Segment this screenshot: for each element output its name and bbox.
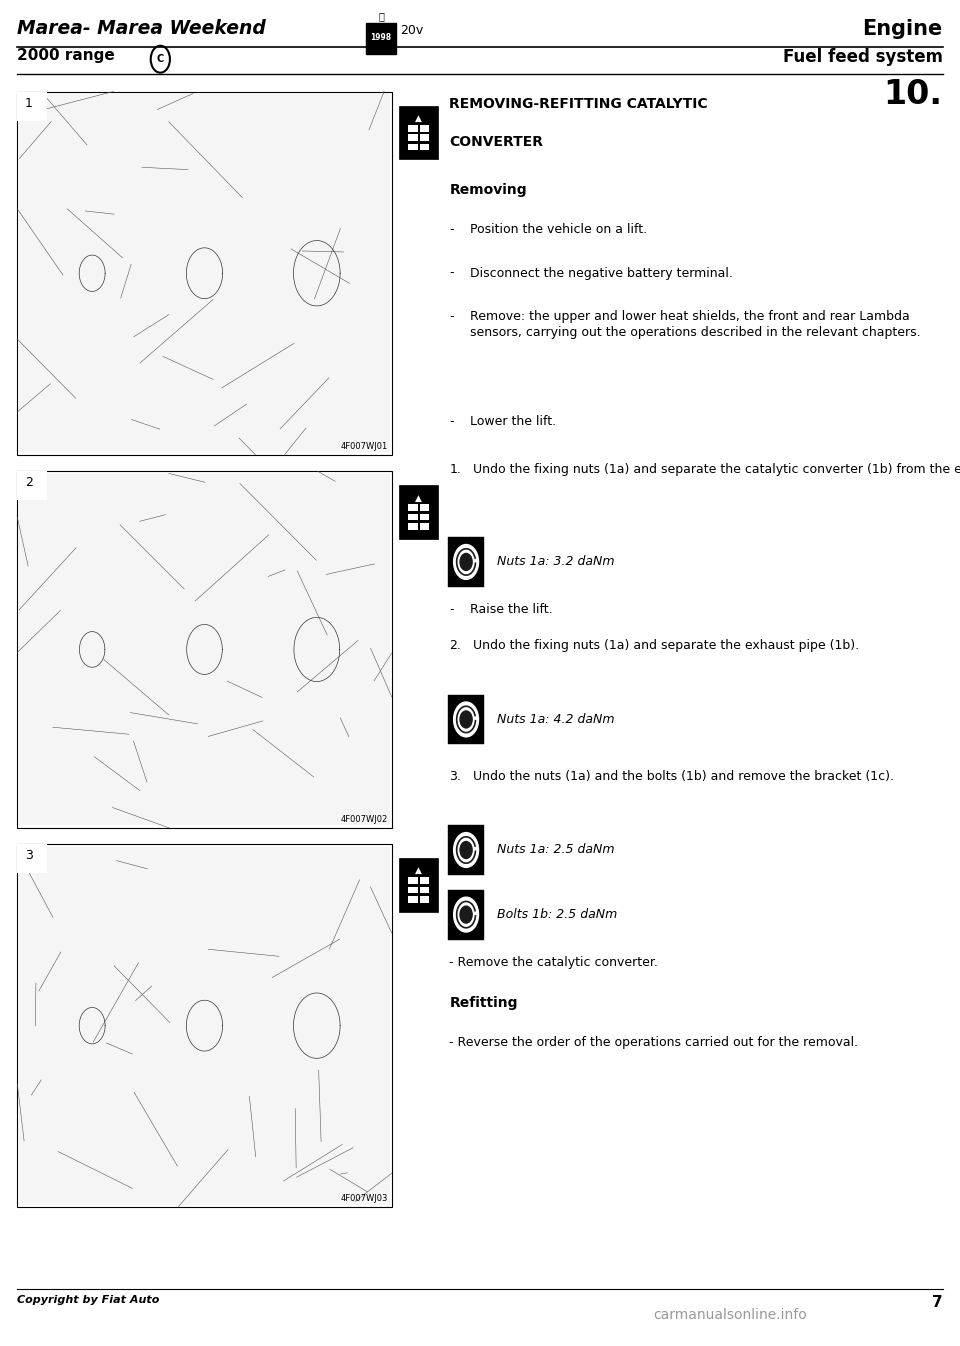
Text: 2.: 2.	[449, 639, 461, 653]
FancyBboxPatch shape	[420, 878, 429, 884]
FancyBboxPatch shape	[420, 144, 429, 151]
Text: 10.: 10.	[884, 78, 943, 112]
Text: Nuts 1a: 4.2 daNm: Nuts 1a: 4.2 daNm	[497, 713, 614, 725]
FancyBboxPatch shape	[448, 695, 484, 744]
FancyBboxPatch shape	[408, 878, 418, 884]
Text: Engine: Engine	[862, 19, 943, 39]
FancyBboxPatch shape	[408, 524, 418, 530]
Circle shape	[460, 906, 472, 923]
Circle shape	[454, 898, 478, 931]
Text: -: -	[449, 310, 454, 323]
Text: REMOVING-REFITTING CATALYTIC: REMOVING-REFITTING CATALYTIC	[449, 97, 708, 110]
FancyBboxPatch shape	[420, 135, 429, 141]
FancyBboxPatch shape	[420, 896, 429, 903]
Text: Position the vehicle on a lift.: Position the vehicle on a lift.	[470, 223, 648, 237]
Text: Raise the lift.: Raise the lift.	[470, 603, 553, 616]
Text: Lower the lift.: Lower the lift.	[470, 415, 557, 428]
Text: Nuts 1a: 3.2 daNm: Nuts 1a: 3.2 daNm	[497, 556, 614, 568]
FancyBboxPatch shape	[408, 505, 418, 511]
FancyBboxPatch shape	[448, 825, 484, 875]
FancyBboxPatch shape	[19, 94, 390, 452]
FancyBboxPatch shape	[420, 514, 429, 521]
Text: Remove: the upper and lower heat shields, the front and rear Lambda sensors, car: Remove: the upper and lower heat shields…	[470, 310, 921, 339]
Circle shape	[460, 553, 472, 571]
Text: Fuel feed system: Fuel feed system	[782, 48, 943, 66]
Text: 4F007WJ01: 4F007WJ01	[341, 441, 388, 451]
Text: Nuts 1a: 2.5 daNm: Nuts 1a: 2.5 daNm	[497, 844, 614, 856]
Text: CONVERTER: CONVERTER	[449, 135, 543, 148]
FancyBboxPatch shape	[408, 135, 418, 141]
FancyBboxPatch shape	[17, 844, 392, 1207]
Text: 2: 2	[25, 476, 33, 490]
Text: Undo the fixing nuts (1a) and separate the exhaust pipe (1b).: Undo the fixing nuts (1a) and separate t…	[473, 639, 859, 653]
FancyBboxPatch shape	[408, 144, 418, 151]
Text: 4F007WJ02: 4F007WJ02	[341, 814, 388, 824]
Circle shape	[454, 833, 478, 867]
Text: Copyright by Fiat Auto: Copyright by Fiat Auto	[17, 1295, 159, 1304]
Text: 3.: 3.	[449, 770, 461, 783]
FancyBboxPatch shape	[420, 887, 429, 894]
Text: Removing: Removing	[449, 183, 527, 197]
FancyBboxPatch shape	[420, 524, 429, 530]
Text: 🚗: 🚗	[378, 12, 384, 22]
FancyBboxPatch shape	[399, 485, 438, 538]
Text: C: C	[156, 54, 164, 65]
FancyBboxPatch shape	[19, 474, 390, 825]
Circle shape	[460, 711, 472, 728]
Text: Refitting: Refitting	[449, 996, 517, 1010]
FancyBboxPatch shape	[19, 847, 390, 1205]
Text: 2000 range: 2000 range	[17, 48, 115, 63]
FancyBboxPatch shape	[17, 92, 392, 455]
FancyBboxPatch shape	[399, 857, 438, 911]
Text: 1.: 1.	[449, 463, 461, 476]
Text: ▲: ▲	[415, 494, 422, 502]
FancyBboxPatch shape	[408, 125, 418, 132]
Text: Bolts 1b: 2.5 daNm: Bolts 1b: 2.5 daNm	[497, 909, 617, 921]
Text: 4F007WJ03: 4F007WJ03	[341, 1194, 388, 1203]
FancyBboxPatch shape	[420, 505, 429, 511]
Text: -: -	[449, 223, 454, 237]
Text: -: -	[449, 267, 454, 280]
FancyBboxPatch shape	[366, 23, 396, 54]
FancyBboxPatch shape	[448, 890, 484, 940]
Text: 7: 7	[932, 1295, 943, 1310]
Text: Undo the nuts (1a) and the bolts (1b) and remove the bracket (1c).: Undo the nuts (1a) and the bolts (1b) an…	[473, 770, 895, 783]
Text: 3: 3	[25, 849, 33, 863]
Text: -: -	[449, 415, 454, 428]
FancyBboxPatch shape	[17, 92, 47, 121]
Text: 1998: 1998	[371, 34, 392, 42]
FancyBboxPatch shape	[408, 514, 418, 521]
Text: 1: 1	[25, 97, 33, 110]
Text: Marea- Marea Weekend: Marea- Marea Weekend	[17, 19, 266, 38]
Text: Disconnect the negative battery terminal.: Disconnect the negative battery terminal…	[470, 267, 733, 280]
FancyBboxPatch shape	[408, 896, 418, 903]
FancyBboxPatch shape	[17, 471, 392, 828]
Text: -: -	[449, 603, 454, 616]
Text: 20v: 20v	[400, 24, 423, 38]
Circle shape	[454, 545, 478, 579]
Text: ▲: ▲	[415, 867, 422, 875]
Text: - Remove the catalytic converter.: - Remove the catalytic converter.	[449, 956, 659, 969]
Text: - Reverse the order of the operations carried out for the removal.: - Reverse the order of the operations ca…	[449, 1036, 858, 1050]
FancyBboxPatch shape	[17, 471, 47, 499]
Circle shape	[454, 703, 478, 736]
FancyBboxPatch shape	[399, 105, 438, 159]
Text: carmanualsonline.info: carmanualsonline.info	[653, 1308, 806, 1322]
FancyBboxPatch shape	[408, 887, 418, 894]
Text: Undo the fixing nuts (1a) and separate the catalytic converter (1b) from the exh: Undo the fixing nuts (1a) and separate t…	[473, 463, 960, 476]
FancyBboxPatch shape	[448, 537, 484, 587]
Text: ▲: ▲	[415, 114, 422, 122]
FancyBboxPatch shape	[17, 844, 47, 874]
Circle shape	[460, 841, 472, 859]
FancyBboxPatch shape	[420, 125, 429, 132]
